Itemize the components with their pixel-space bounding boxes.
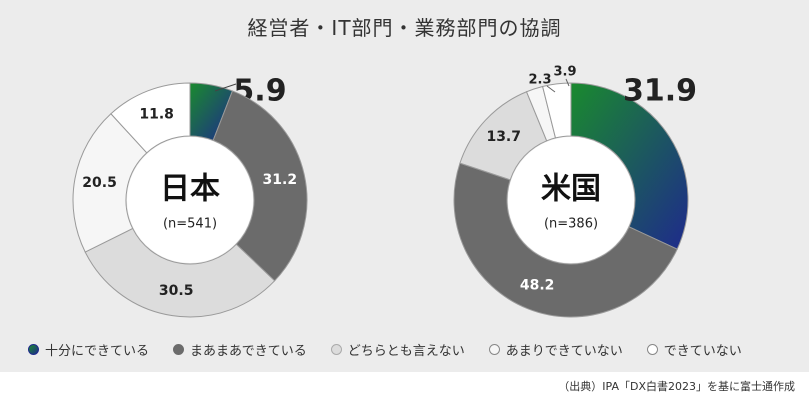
- leader-line: [565, 78, 570, 87]
- legend-label: どちらとも言えない: [347, 343, 465, 359]
- legend: 十分にできている まあまあできている どちらとも言えない あまりできていない で…: [28, 338, 788, 360]
- legend-swatch-green: [28, 343, 39, 355]
- leader-line: [214, 83, 237, 92]
- slice-value-label: 20.5: [82, 175, 117, 191]
- slice-value-label: 2.3: [528, 73, 551, 88]
- center-label: 米国: [541, 172, 601, 207]
- center-label: 日本: [160, 172, 220, 207]
- slice-value-label: 48.2: [520, 278, 555, 294]
- donut-slice: [453, 162, 678, 318]
- center-sample-size: (n=386): [544, 217, 598, 232]
- slice-value-label: 13.7: [486, 129, 521, 145]
- donut-slice: [542, 82, 572, 139]
- donut-slice: [212, 90, 308, 282]
- donut-slice: [570, 82, 689, 250]
- legend-swatch-light-gray: [330, 343, 342, 355]
- leader-line: [546, 85, 556, 93]
- legend-label: 十分にできている: [45, 343, 150, 359]
- slice-value-label: 11.8: [139, 106, 174, 122]
- center-sample-size: (n=541): [163, 217, 217, 232]
- slice-value-label: 31.9: [623, 74, 697, 109]
- donut-japan: 5.931.230.520.511.8日本(n=541): [72, 74, 308, 318]
- legend-item: どちらとも言えない: [330, 340, 465, 359]
- legend-swatch-lighter: [488, 343, 500, 355]
- legend-label: できていない: [663, 343, 742, 359]
- source-note: （出典）IPA「DX白書2023」を基に富士通作成: [558, 380, 795, 393]
- chart-title: 経営者・IT部門・業務部門の協調: [247, 16, 562, 40]
- legend-item: 十分にできている: [28, 340, 149, 359]
- slice-value-label: 31.2: [263, 172, 298, 188]
- donut-us: 31.9 48.2 13.7 2.33.9 米国 (n=386): [453, 65, 697, 318]
- donut-center: [127, 137, 253, 263]
- legend-item: あまりできていない: [488, 340, 623, 359]
- slice-value-label: 3.9: [553, 65, 576, 80]
- slice-value-label: 30.5: [159, 283, 194, 299]
- legend-item: できていない: [646, 340, 742, 359]
- legend-swatch-dark-gray: [173, 343, 185, 355]
- donut-center: [508, 137, 634, 263]
- legend-item: まあまあできている: [173, 340, 307, 359]
- donut-slice: [84, 227, 276, 318]
- legend-label: まあまあできている: [190, 343, 307, 359]
- legend-label: あまりできていない: [505, 343, 623, 359]
- legend-swatch-white: [646, 343, 658, 355]
- donut-slice: [110, 82, 191, 154]
